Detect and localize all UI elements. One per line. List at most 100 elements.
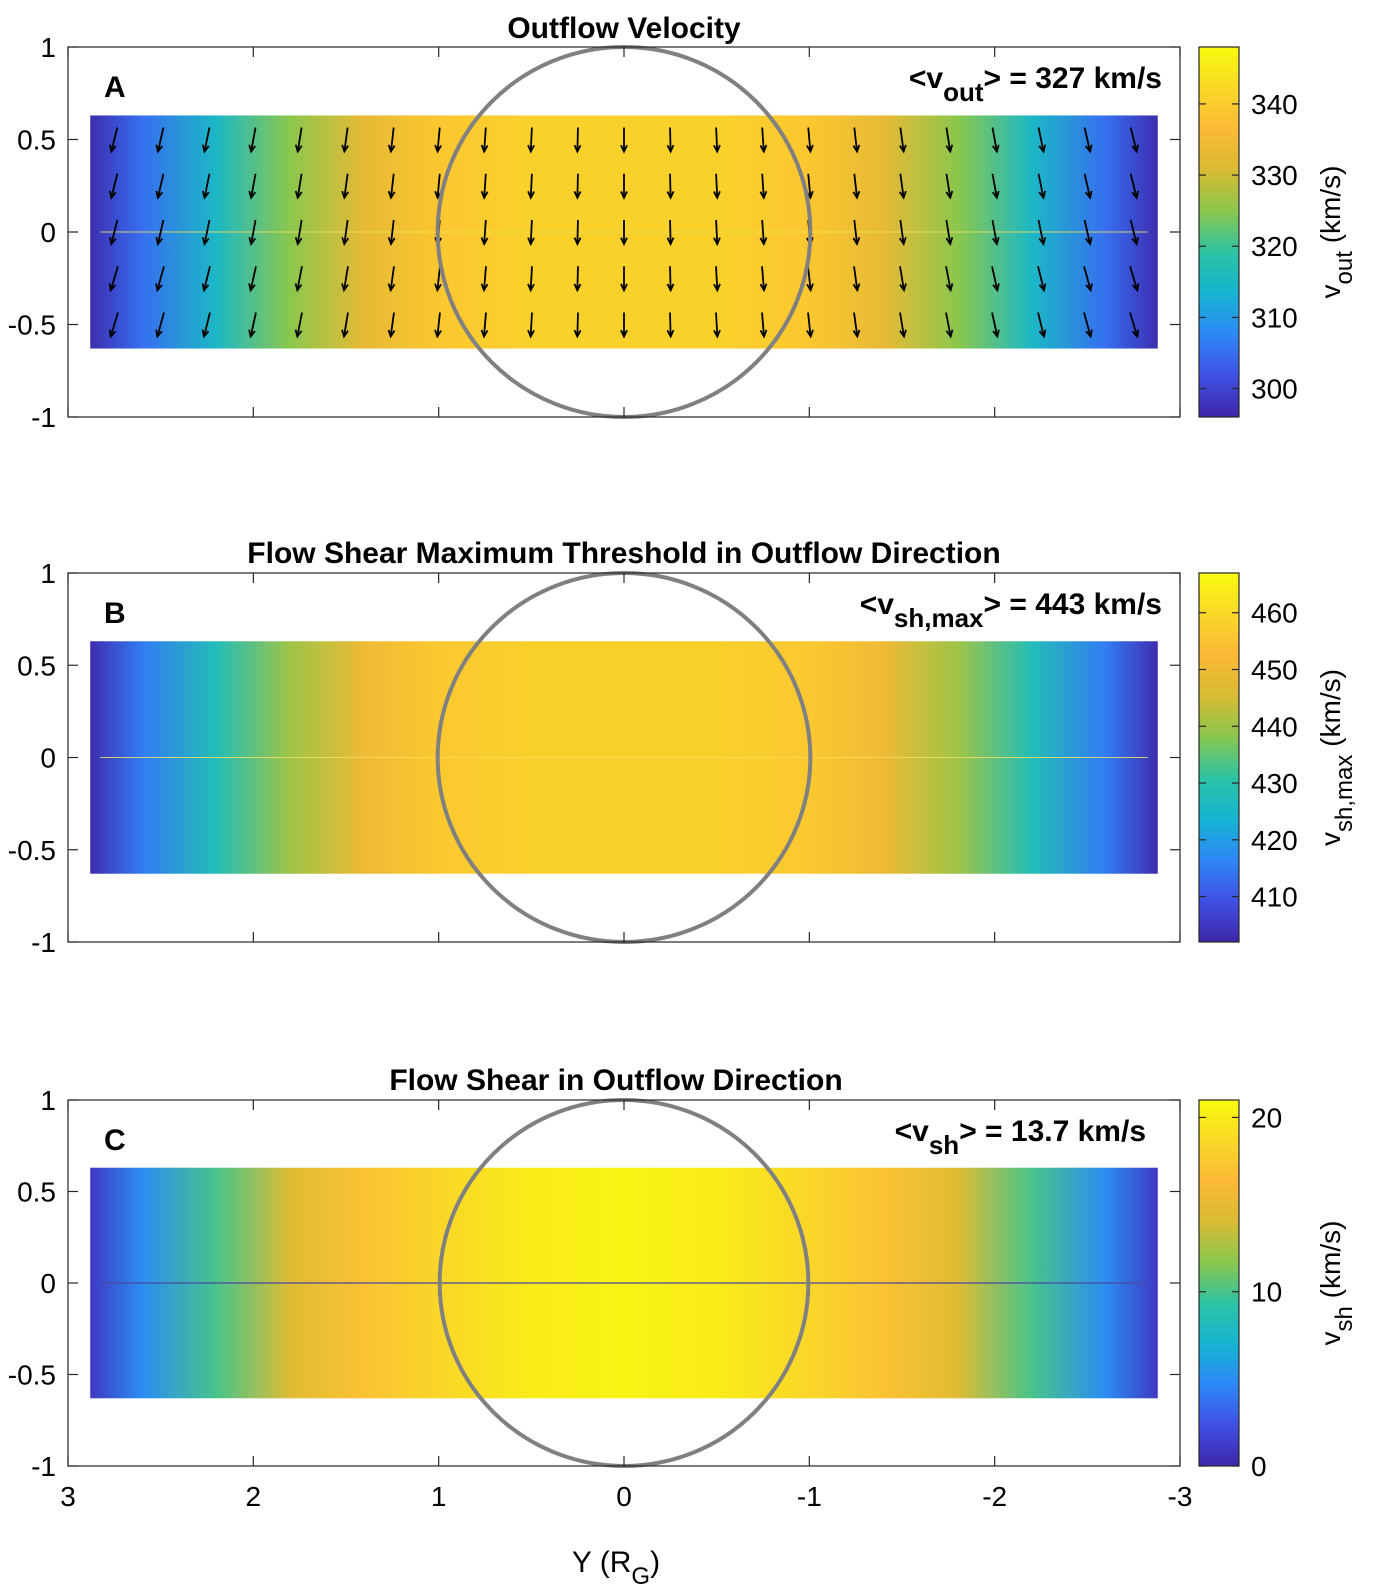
vector-arrow bbox=[899, 219, 907, 247]
vector-arrow bbox=[108, 265, 119, 293]
vector-arrow bbox=[852, 173, 861, 200]
vector-arrow bbox=[201, 173, 211, 200]
vector-arrow bbox=[1129, 127, 1139, 154]
vector-arrow bbox=[1037, 312, 1047, 339]
vector-arrow bbox=[480, 173, 489, 200]
vector-arrow bbox=[666, 173, 675, 200]
vector-arrow bbox=[899, 173, 907, 200]
vector-arrow bbox=[852, 266, 861, 293]
vector-arrow bbox=[620, 312, 628, 339]
vector-arrow bbox=[480, 312, 489, 339]
colorbar-c: 20 10 0 vsh (km/s) bbox=[1198, 1099, 1358, 1482]
chart-title: Outflow Velocity bbox=[507, 12, 741, 45]
y-tick-label: 0.5 bbox=[17, 650, 56, 681]
vector-arrow bbox=[573, 127, 582, 154]
vector-arrow bbox=[108, 312, 119, 339]
colorbar-tick-label: 430 bbox=[1251, 768, 1298, 799]
vector-arrow bbox=[713, 312, 721, 339]
vector-arrow bbox=[806, 266, 814, 293]
vector-arrow bbox=[1083, 219, 1093, 247]
vector-arrow bbox=[620, 127, 628, 154]
vector-arrow bbox=[1037, 127, 1047, 154]
vector-arrow bbox=[201, 266, 211, 293]
colorbar-tick-label: 440 bbox=[1251, 711, 1298, 742]
mean-value: <vsh,max> = 443 km/s bbox=[860, 588, 1162, 633]
vector-arrow bbox=[852, 312, 861, 339]
colorbar-tick-label: 330 bbox=[1251, 160, 1298, 191]
colorbar-label: vout (km/s) bbox=[1315, 166, 1358, 299]
x-axis-label: Y (RG) bbox=[572, 1546, 660, 1590]
vector-arrow bbox=[1037, 173, 1047, 200]
vector-arrow bbox=[991, 173, 1000, 200]
vector-arrow bbox=[759, 219, 768, 247]
vector-arrow bbox=[945, 127, 954, 154]
panel-c: 1 0.5 0 -0.5 -1 Flow Shear in Outflow Directi… bbox=[8, 1064, 1193, 1590]
vector-arrow bbox=[527, 266, 535, 293]
vector-arrow bbox=[1037, 266, 1047, 293]
x-tick-label: -1 bbox=[797, 1481, 822, 1512]
vector-arrow bbox=[1129, 312, 1140, 339]
vector-arrow bbox=[852, 219, 861, 247]
x-tick-label: 0 bbox=[616, 1481, 632, 1512]
vector-arrow bbox=[248, 266, 257, 293]
vector-arrow bbox=[527, 312, 535, 339]
colorbar-tick-label: 420 bbox=[1251, 825, 1298, 856]
colorbar-frame bbox=[1198, 1099, 1240, 1467]
vector-arrow bbox=[991, 219, 1000, 247]
vector-arrow bbox=[294, 173, 303, 200]
x-tick-label: 3 bbox=[60, 1481, 76, 1512]
colorbar-frame bbox=[1198, 572, 1240, 943]
vector-arrow bbox=[527, 127, 535, 154]
panel-b: 1 0.5 0 -0.5 -1 Flow Shear Maximum Threshold … bbox=[8, 537, 1181, 958]
colorbar-tick-label: 10 bbox=[1251, 1277, 1282, 1308]
vector-arrow bbox=[666, 312, 675, 339]
vector-arrow bbox=[620, 220, 628, 247]
vector-arrow bbox=[201, 312, 211, 339]
panel-letter: C bbox=[104, 1124, 126, 1157]
vector-arrow bbox=[434, 266, 442, 293]
vector-arrow bbox=[341, 266, 349, 293]
colorbar-tick-label: 320 bbox=[1251, 231, 1298, 262]
vector-arrow bbox=[713, 219, 721, 247]
vector-arrow bbox=[806, 127, 814, 154]
vector-arrow bbox=[666, 127, 675, 154]
panel-letter: A bbox=[104, 71, 126, 104]
panel-letter: B bbox=[104, 597, 126, 630]
x-tick-label: -3 bbox=[1168, 1481, 1193, 1512]
vector-arrow bbox=[666, 266, 675, 293]
chart-title: Flow Shear Maximum Threshold in Outflow … bbox=[247, 537, 1000, 570]
vector-arrow bbox=[1083, 173, 1093, 200]
y-tick-label: -0.5 bbox=[8, 310, 56, 341]
vector-arrow bbox=[1083, 127, 1093, 154]
vector-arrow bbox=[155, 312, 165, 339]
vector-arrow bbox=[155, 219, 165, 247]
vector-arrow bbox=[759, 173, 768, 200]
vector-arrow bbox=[294, 312, 303, 339]
vector-arrow bbox=[201, 219, 211, 247]
vector-arrow bbox=[341, 173, 349, 200]
vector-arrow bbox=[806, 312, 814, 339]
y-tick-label: 0.5 bbox=[17, 125, 56, 156]
colorbar-fill bbox=[1199, 573, 1239, 942]
vector-arrow bbox=[945, 173, 954, 200]
vector-arrow bbox=[155, 173, 165, 200]
colorbar-label: vsh (km/s) bbox=[1315, 1221, 1358, 1346]
y-tick-label: -1 bbox=[31, 402, 56, 433]
y-tick-label: -0.5 bbox=[8, 835, 56, 866]
x-tick-label: 1 bbox=[431, 1481, 447, 1512]
chart-title: Flow Shear in Outflow Direction bbox=[389, 1064, 842, 1097]
vector-arrow bbox=[434, 312, 442, 339]
y-tick-label: 0 bbox=[40, 743, 56, 774]
vector-arrow bbox=[945, 312, 954, 339]
colorbar-a: 340 330 320 310 300 vout (km/s) bbox=[1198, 46, 1358, 418]
y-tick-label: 0 bbox=[40, 1268, 56, 1299]
vector-arrow bbox=[341, 219, 349, 247]
vector-arrow bbox=[480, 127, 489, 154]
vector-arrow bbox=[713, 173, 721, 200]
vector-arrow bbox=[294, 266, 303, 293]
vector-arrow bbox=[480, 219, 489, 247]
vector-arrow bbox=[248, 127, 257, 154]
colorbar-tick-label: 0 bbox=[1251, 1451, 1267, 1482]
vector-arrow bbox=[294, 219, 303, 247]
